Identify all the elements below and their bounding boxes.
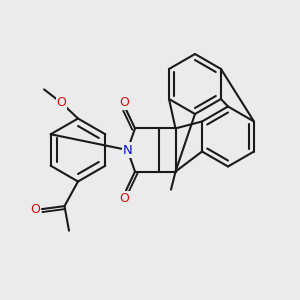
Text: O: O	[120, 95, 129, 109]
Text: O: O	[120, 191, 129, 205]
Text: O: O	[57, 96, 66, 110]
Text: O: O	[31, 202, 40, 216]
Text: N: N	[123, 143, 132, 157]
